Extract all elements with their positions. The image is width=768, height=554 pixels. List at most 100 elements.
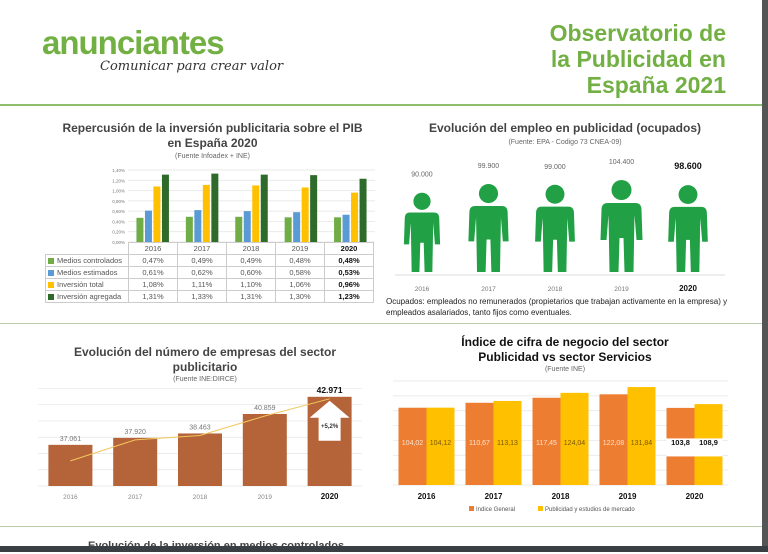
page-title-line: España 2021: [586, 72, 726, 98]
year-label: 2016: [418, 492, 436, 501]
table-cell: 0,49%: [226, 254, 276, 267]
bar-inversión-total: [202, 184, 210, 242]
legend-label: Publicidad y estudios de mercado: [545, 507, 635, 513]
y-tick-label: 0,80%: [112, 199, 125, 204]
bar-publicidad: [493, 400, 522, 485]
table-cell: 0,49%: [177, 254, 227, 267]
year-label: 2020: [321, 492, 339, 501]
y-tick-label: 1,00%: [112, 189, 125, 194]
bar-inversión-agregada: [211, 173, 219, 242]
value-label: 98.600: [674, 161, 702, 171]
value-label: 104.400: [609, 159, 634, 166]
y-tick-label: 0,40%: [112, 219, 125, 224]
value-label: 113,13: [497, 440, 518, 447]
value-label: 103,8: [671, 438, 690, 447]
bar-indice-general: [532, 397, 561, 485]
year-header: 2019: [275, 242, 325, 255]
table-row: Inversión total 1,08% 1,11% 1,10% 1,06% 0,96%: [45, 278, 374, 291]
pib-table: 2016 2017 2018 2019 2020 Medios controlados 0,…: [45, 242, 374, 303]
table-cell: 1,31%: [128, 290, 178, 303]
year-label: 2020: [679, 284, 697, 293]
window-edge: [762, 0, 768, 552]
value-label: 90.000: [411, 172, 433, 179]
bar-inversión-total: [153, 186, 161, 242]
bar-medios-estimados: [144, 210, 152, 242]
bar: [242, 413, 287, 486]
label-box: [666, 438, 695, 457]
bar-medios-controlados: [334, 217, 342, 242]
table-row: Inversión agregada 1,31% 1,33% 1,31% 1,30% 1,…: [45, 290, 374, 303]
bar-inversión-total: [301, 187, 309, 242]
year-label: 2020: [686, 492, 704, 501]
value-label: 104,02: [402, 440, 424, 447]
bar-indice-general: [398, 407, 427, 485]
section-divider: [0, 323, 762, 324]
section-divider: [0, 526, 762, 527]
bar: [113, 437, 158, 486]
year-label: 2019: [258, 494, 273, 501]
series-label: Inversión total: [45, 278, 129, 291]
person-icon: [468, 183, 509, 272]
empresas-title-line: Evolución del número de empresas del sec…: [73, 345, 337, 359]
series-label: Medios estimados: [45, 266, 129, 279]
table-header-row: 2016 2017 2018 2019 2020: [46, 242, 374, 255]
growth-annotation: +5,2%: [321, 424, 339, 430]
bar-inversión-agregada: [260, 174, 268, 242]
table-corner: [46, 243, 129, 255]
year-header: 2018: [226, 242, 276, 255]
empresas-chart-title: Evolución del número de empresas del sec…: [30, 345, 380, 375]
value-label: 108,9: [699, 438, 718, 447]
bar: [178, 433, 222, 486]
table-cell: 0,58%: [275, 266, 325, 279]
bar-medios-controlados: [235, 216, 243, 242]
year-label: 2016: [63, 494, 78, 501]
table-cell: 1,31%: [226, 290, 276, 303]
value-label: 99.000: [544, 164, 566, 171]
year-header: 2016: [128, 242, 178, 255]
person-icon: [600, 180, 643, 272]
table-cell: 1,11%: [177, 278, 227, 291]
legend-swatch: [48, 270, 54, 277]
year-label: 2017: [485, 492, 503, 501]
legend-swatch: [48, 258, 54, 265]
value-label: 37.061: [60, 436, 82, 443]
table-cell: 1,33%: [177, 290, 227, 303]
y-tick-label: 1,40%: [112, 168, 125, 173]
person-icon: [668, 185, 708, 272]
legend-swatch: [538, 506, 543, 511]
page-title: Observatorio de la Publicidad en España …: [550, 20, 726, 98]
table-cell: 0,48%: [275, 254, 325, 267]
table-cell: 0,47%: [128, 254, 178, 267]
empleo-source: (Fuente: EPA - Codigo 73 CNEA-09): [508, 139, 622, 146]
bar: [48, 444, 93, 486]
bar-medios-estimados: [293, 212, 301, 242]
table-cell: 0,61%: [128, 266, 178, 279]
indice-chart-title: Índice de cifra de negocio del sector Pu…: [390, 335, 740, 365]
year-label: 2018: [548, 286, 563, 293]
bar-indice-general: [465, 402, 494, 485]
table-cell: 1,23%: [324, 290, 374, 303]
year-label: 2017: [481, 286, 496, 293]
value-label: 40.859: [254, 405, 276, 412]
table-cell: 1,06%: [275, 278, 325, 291]
empleo-chart-title: Evolución del empleo en publicidad (ocup…: [428, 121, 702, 135]
indice-title-line: Publicidad vs sector Servicios: [478, 350, 652, 364]
table-cell: 1,10%: [226, 278, 276, 291]
bar-inversión-total: [351, 192, 359, 242]
value-label: 99.900: [478, 163, 500, 170]
pib-title-line: en España 2020: [167, 136, 258, 150]
bar-publicidad: [560, 392, 589, 485]
legend-swatch: [469, 506, 474, 511]
series-label: Inversión agregada: [45, 290, 129, 303]
table-cell: 1,30%: [275, 290, 325, 303]
bar-medios-controlados: [136, 217, 144, 242]
year-label: 2017: [128, 494, 143, 501]
label-box: [694, 438, 723, 457]
value-label: 110,67: [469, 440, 490, 447]
year-label: 2019: [614, 286, 629, 293]
empresas-chart: 37.061 2016 37.920 2017 38.463 2018 40.859 2019…: [38, 385, 362, 501]
trend-line: [70, 398, 330, 462]
value-label: 131,84: [631, 440, 653, 447]
table-row: Medios controlados 0,47% 0,49% 0,49% 0,48% 0,…: [45, 254, 374, 267]
legend-swatch: [48, 282, 54, 289]
